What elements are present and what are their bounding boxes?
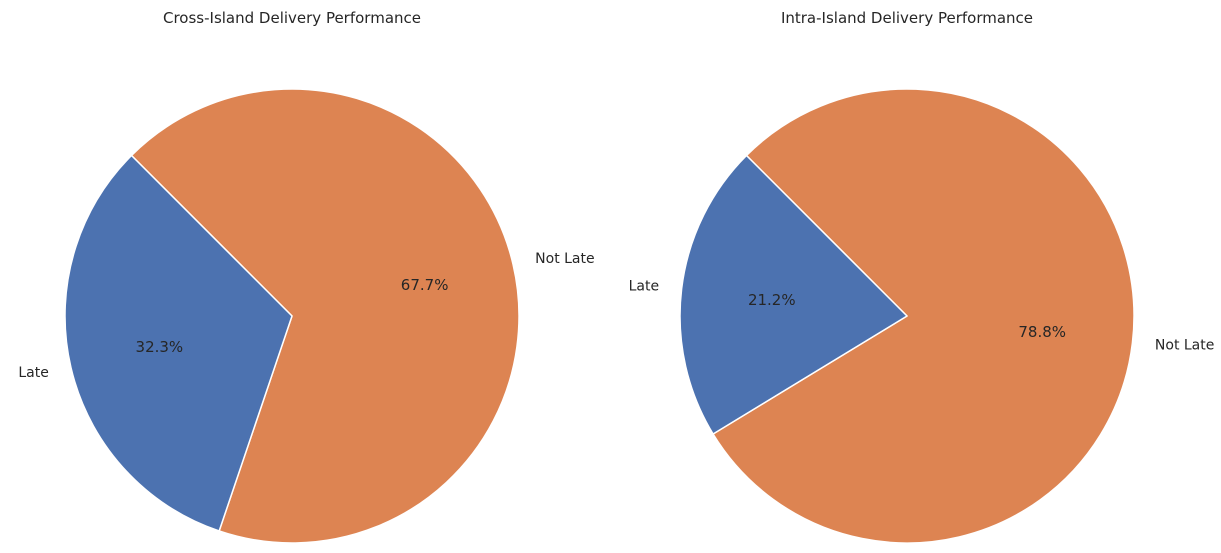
chart-title: Intra-Island Delivery Performance bbox=[781, 9, 1033, 27]
pie-percent-label: 78.8% bbox=[1018, 323, 1066, 341]
pie-slice-late bbox=[679, 154, 908, 435]
pie-slice-late bbox=[64, 154, 293, 532]
chart-title: Cross-Island Delivery Performance bbox=[163, 9, 421, 27]
pie-percent-label: 21.2% bbox=[748, 291, 796, 309]
pie-category-label: Late bbox=[629, 278, 659, 294]
pie-category-label: Not Late bbox=[535, 251, 594, 267]
cross-island-pie-chart: Cross-Island Delivery Performance 32.3% L… bbox=[18, 9, 595, 544]
pie-percent-label: 67.7% bbox=[401, 276, 449, 294]
pie-category-label: Late bbox=[18, 365, 48, 381]
pie-slice-not-late bbox=[712, 88, 1135, 544]
pie-slice-not-late bbox=[130, 88, 520, 544]
pie-category-label: Not Late bbox=[1155, 338, 1214, 354]
intra-island-pie-chart: Intra-Island Delivery Performance 21.2% L… bbox=[629, 9, 1214, 544]
pie-percent-label: 32.3% bbox=[136, 338, 184, 356]
